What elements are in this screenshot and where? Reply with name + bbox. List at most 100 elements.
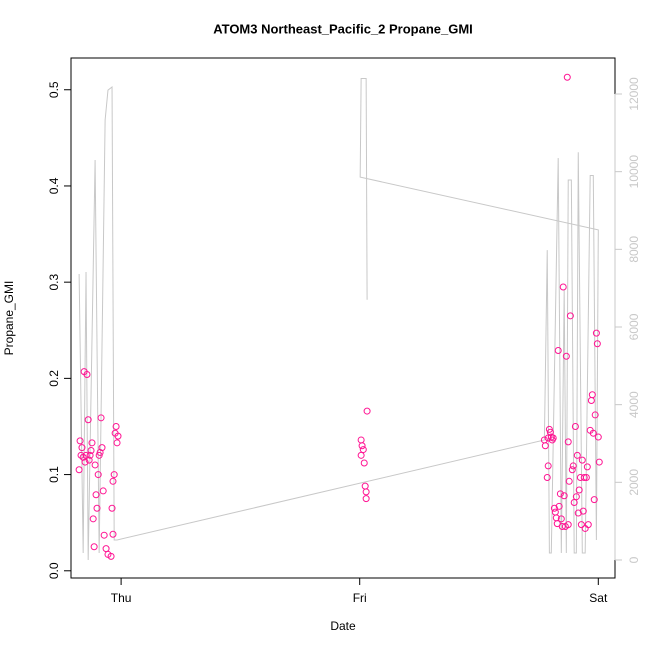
scatter-point bbox=[85, 456, 93, 464]
scatter-point bbox=[100, 531, 108, 539]
scatter-point bbox=[81, 458, 89, 466]
scatter-point bbox=[91, 461, 99, 469]
scatter-point bbox=[564, 521, 572, 529]
scatter-point bbox=[84, 416, 92, 424]
scatter-point bbox=[566, 312, 574, 320]
scatter-point bbox=[86, 451, 94, 459]
scatter-point bbox=[544, 434, 552, 442]
scatter-point bbox=[546, 428, 554, 436]
scatter-point bbox=[563, 73, 571, 81]
x-tick-label: Sat bbox=[589, 591, 608, 605]
scatter-point bbox=[99, 487, 107, 495]
scatter-point bbox=[594, 433, 602, 441]
scatter-point bbox=[590, 496, 598, 504]
scatter-point bbox=[550, 504, 558, 512]
scatter-point bbox=[87, 447, 95, 455]
scatter-point bbox=[110, 471, 118, 479]
x-tick-label: Fri bbox=[353, 591, 367, 605]
scatter-point bbox=[76, 437, 84, 445]
y2-tick-label: 6000 bbox=[627, 313, 641, 340]
scatter-point bbox=[549, 434, 557, 442]
scatter-point bbox=[593, 340, 601, 348]
scatter-point bbox=[575, 486, 583, 494]
scatter-point bbox=[582, 473, 590, 481]
scatter-point bbox=[113, 439, 121, 447]
scatter-point bbox=[107, 552, 115, 560]
y-tick-label: 0.2 bbox=[47, 370, 61, 387]
scatter-point bbox=[109, 530, 117, 538]
scatter-point bbox=[109, 477, 117, 485]
y2-tick-label: 10000 bbox=[627, 155, 641, 189]
y-tick-label: 0.4 bbox=[47, 177, 61, 194]
scatter-point bbox=[577, 521, 585, 529]
scatter-point bbox=[595, 458, 603, 466]
scatter-point bbox=[580, 473, 588, 481]
scatter-point bbox=[359, 446, 367, 454]
scatter-point bbox=[571, 422, 579, 430]
y-tick-label: 0.3 bbox=[47, 273, 61, 290]
scatter-point bbox=[573, 451, 581, 459]
y2-tick-label: 12000 bbox=[627, 77, 641, 111]
scatter-point bbox=[362, 488, 370, 496]
scatter-point bbox=[584, 521, 592, 529]
scatter-point bbox=[83, 371, 91, 379]
y-tick-label: 0.0 bbox=[47, 562, 61, 579]
scatter-point bbox=[556, 490, 564, 498]
scatter-point bbox=[589, 429, 597, 437]
y2-tick-label: 2000 bbox=[627, 469, 641, 496]
scatter-point bbox=[564, 438, 572, 446]
scatter-point bbox=[90, 543, 98, 551]
scatter-point bbox=[108, 504, 116, 512]
scatter-point bbox=[560, 492, 568, 500]
x-axis-label: Date bbox=[330, 619, 356, 633]
scatter-point bbox=[572, 493, 580, 501]
x-tick-label: Thu bbox=[111, 591, 132, 605]
scatter-point bbox=[95, 451, 103, 459]
scatter-point bbox=[579, 507, 587, 515]
scatter-point bbox=[112, 422, 120, 430]
scatter-point bbox=[78, 444, 86, 452]
chart-title: ATOM3 Northeast_Pacific_2 Propane_GMI bbox=[213, 21, 473, 36]
scatter-point bbox=[363, 407, 371, 415]
scatter-point bbox=[569, 462, 577, 470]
scatter-point bbox=[568, 466, 576, 474]
scatter-point bbox=[591, 411, 599, 419]
y2-tick-label: 0 bbox=[627, 556, 641, 563]
scatter-point bbox=[554, 346, 562, 354]
scatter-point bbox=[565, 477, 573, 485]
scatter-point bbox=[544, 462, 552, 470]
scatter-point bbox=[358, 442, 366, 450]
y-axis-label: Propane_GMI bbox=[2, 281, 16, 356]
y2-tick-label: 8000 bbox=[627, 236, 641, 263]
scatter-point bbox=[92, 491, 100, 499]
scatter-point bbox=[555, 502, 563, 510]
scatter-point bbox=[570, 498, 578, 506]
scatter-point bbox=[558, 523, 566, 531]
scatter-point bbox=[562, 352, 570, 360]
scatter-point bbox=[77, 451, 85, 459]
scatter-point bbox=[362, 495, 370, 503]
scatter-point bbox=[75, 466, 83, 474]
scatter-point bbox=[98, 444, 106, 452]
scatter-point bbox=[578, 456, 586, 464]
scatter-point bbox=[557, 515, 565, 523]
scatter-point bbox=[360, 459, 368, 467]
scatter-point bbox=[94, 471, 102, 479]
scatter-point bbox=[114, 432, 122, 440]
scatter-point bbox=[583, 463, 591, 471]
y-tick-label: 0.5 bbox=[47, 81, 61, 98]
scatter-point bbox=[543, 473, 551, 481]
scatter-point bbox=[89, 515, 97, 523]
scatter-point bbox=[541, 442, 549, 450]
scatter-point bbox=[82, 451, 90, 459]
scatter-point bbox=[545, 425, 553, 433]
scatter-point bbox=[553, 520, 561, 528]
scatter-point bbox=[96, 448, 104, 456]
scatter-point bbox=[559, 283, 567, 291]
scatter-point bbox=[97, 414, 105, 422]
line-series bbox=[78, 77, 599, 560]
scatter-point bbox=[93, 504, 101, 512]
y2-tick-label: 4000 bbox=[627, 391, 641, 418]
